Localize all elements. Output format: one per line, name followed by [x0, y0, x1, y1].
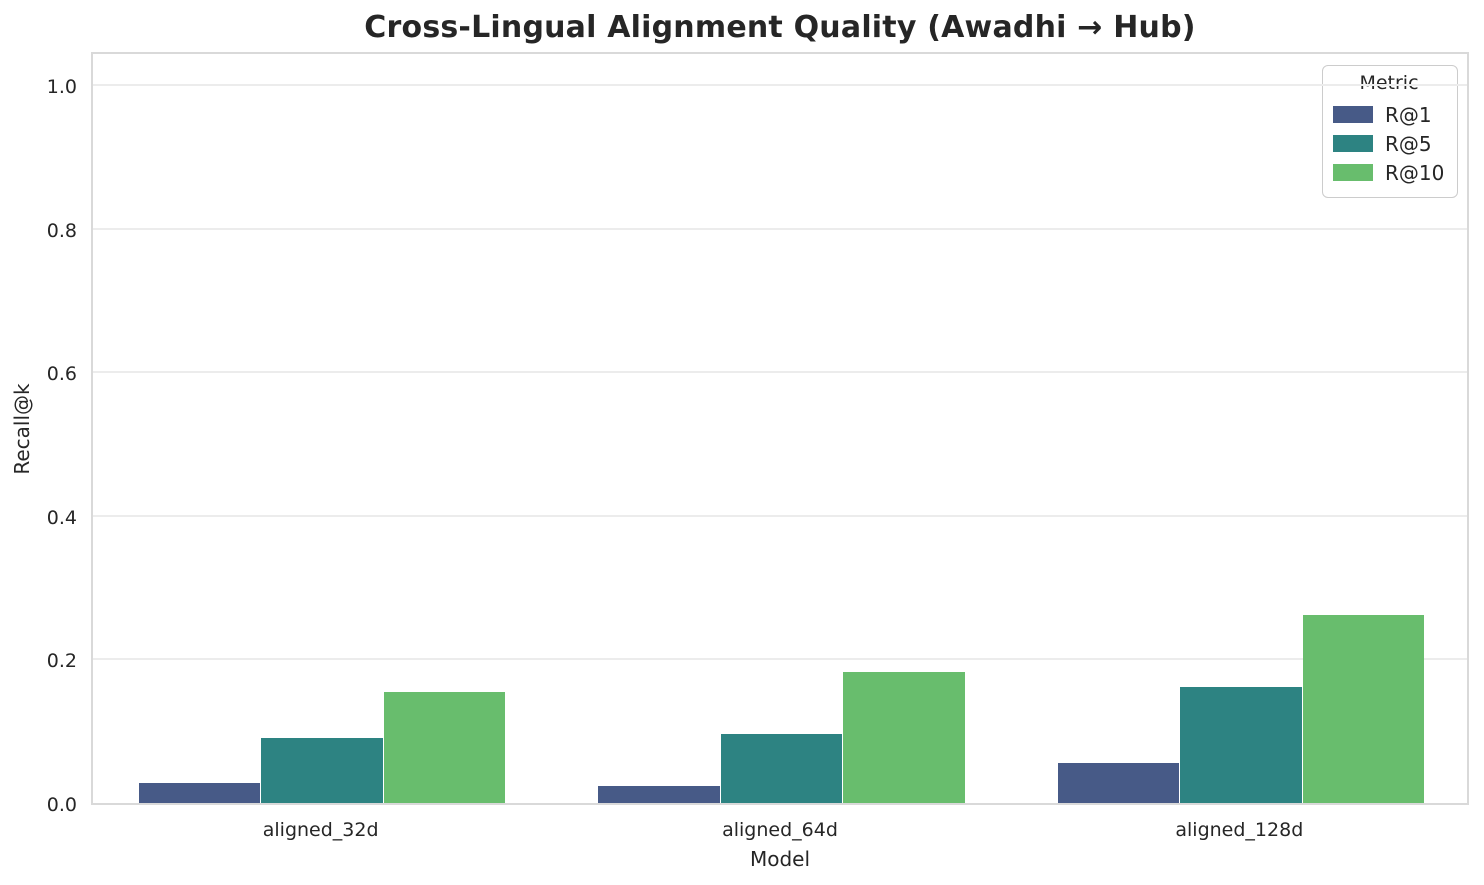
bar-aligned_128d-R@10 [1302, 615, 1425, 803]
gridline-y-0.6 [93, 371, 1467, 374]
y-tick-label-1.0: 1.0 [46, 76, 77, 98]
legend-label: R@1 [1385, 102, 1432, 127]
chart-title: Cross-Lingual Alignment Quality (Awadhi … [364, 10, 1196, 45]
x-tick-label-aligned_32d: aligned_32d [262, 819, 379, 841]
legend-label: R@5 [1385, 131, 1432, 156]
bar-aligned_64d-R@5 [720, 734, 843, 803]
y-tick-label-0.6: 0.6 [46, 363, 77, 386]
y-tick-label-0.0: 0.0 [46, 794, 77, 816]
gridline-y-0.2 [93, 658, 1467, 661]
y-tick-label-0.4: 0.4 [46, 506, 77, 529]
legend-item-R@1: R@1 [1333, 100, 1445, 129]
legend-swatch-icon [1333, 164, 1373, 181]
gridline-y-1.0 [93, 84, 1467, 86]
legend-title: Metric [1359, 72, 1419, 94]
bar-aligned_64d-R@10 [843, 672, 965, 803]
bar-aligned_128d-R@1 [1057, 763, 1180, 803]
x-tick-label-aligned_128d: aligned_128d [1175, 819, 1304, 841]
bar-aligned_32d-R@5 [261, 738, 383, 803]
x-tick-label-aligned_64d: aligned_64d [722, 819, 838, 841]
legend-swatch-icon [1333, 135, 1373, 152]
bar-aligned_32d-R@10 [383, 692, 506, 803]
legend: Metric R@1 R@5 R@10 [1322, 65, 1458, 198]
legend-item-R@5: R@5 [1333, 129, 1445, 158]
gridline-y-0.4 [93, 514, 1467, 517]
bar-aligned_32d-R@1 [138, 783, 261, 803]
bar-aligned_64d-R@1 [598, 786, 720, 803]
legend-items: R@1 R@5 R@10 [1333, 100, 1445, 187]
y-axis-label: Recall@k [10, 383, 34, 475]
plot-area: Metric R@1 R@5 R@10 [91, 52, 1469, 805]
gridline-y-0.8 [93, 227, 1467, 230]
legend-swatch-icon [1333, 106, 1373, 123]
legend-label: R@10 [1385, 160, 1445, 185]
x-axis-label: Model [749, 847, 811, 871]
legend-item-R@10: R@10 [1333, 158, 1445, 187]
y-tick-label-0.2: 0.2 [46, 650, 77, 673]
y-tick-label-0.8: 0.8 [46, 219, 77, 242]
bar-aligned_128d-R@5 [1180, 687, 1302, 803]
